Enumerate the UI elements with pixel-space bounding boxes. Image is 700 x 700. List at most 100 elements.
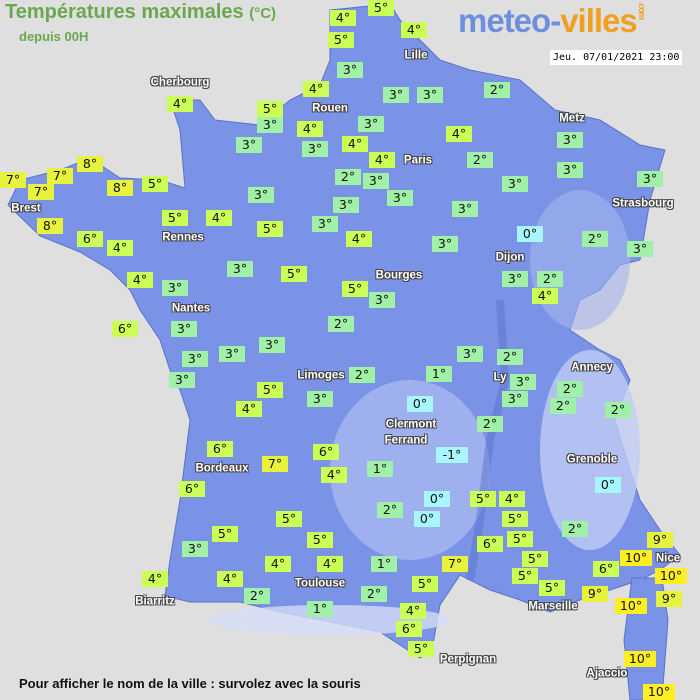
temperature-label[interactable]: 8° (107, 180, 133, 196)
temperature-label[interactable]: 5° (522, 551, 548, 567)
temperature-label[interactable]: 10° (643, 684, 675, 700)
temperature-label[interactable]: 0° (424, 491, 450, 507)
temperature-label[interactable]: 4° (401, 22, 427, 38)
temperature-label[interactable]: 3° (182, 541, 208, 557)
temperature-label[interactable]: 4° (330, 10, 356, 26)
temperature-label[interactable]: 3° (363, 173, 389, 189)
temperature-label[interactable]: 7° (442, 556, 468, 572)
temperature-label[interactable]: 3° (369, 292, 395, 308)
temperature-label[interactable]: 3° (182, 351, 208, 367)
temperature-label[interactable]: 2° (562, 521, 588, 537)
temperature-label[interactable]: 3° (502, 391, 528, 407)
temperature-label[interactable]: 4° (321, 467, 347, 483)
temperature-label[interactable]: 3° (432, 236, 458, 252)
temperature-label[interactable]: 3° (358, 116, 384, 132)
temperature-label[interactable]: 2° (477, 416, 503, 432)
temperature-label[interactable]: 3° (457, 346, 483, 362)
temperature-label[interactable]: 9° (656, 591, 682, 607)
temperature-label[interactable]: 6° (396, 621, 422, 637)
temperature-label[interactable]: 5° (539, 580, 565, 596)
temperature-label[interactable]: 4° (317, 556, 343, 572)
temperature-label[interactable]: 2° (582, 231, 608, 247)
temperature-label[interactable]: 2° (550, 398, 576, 414)
temperature-label[interactable]: 2° (361, 586, 387, 602)
temperature-label[interactable]: 3° (312, 216, 338, 232)
temperature-label[interactable]: 3° (417, 87, 443, 103)
temperature-label[interactable]: 5° (512, 568, 538, 584)
temperature-label[interactable]: 3° (259, 337, 285, 353)
temperature-label[interactable]: 4° (342, 136, 368, 152)
temperature-label[interactable]: 5° (368, 0, 394, 16)
temperature-label[interactable]: 4° (499, 491, 525, 507)
temperature-label[interactable]: 0° (595, 477, 621, 493)
temperature-label[interactable]: 3° (162, 280, 188, 296)
temperature-label[interactable]: 7° (47, 168, 73, 184)
temperature-label[interactable]: 3° (627, 241, 653, 257)
temperature-label[interactable]: 2° (605, 402, 631, 418)
temperature-label[interactable]: 4° (217, 571, 243, 587)
temperature-label[interactable]: 5° (257, 221, 283, 237)
temperature-label[interactable]: 6° (593, 561, 619, 577)
temperature-label[interactable]: 3° (307, 391, 333, 407)
temperature-label[interactable]: 3° (637, 171, 663, 187)
temperature-label[interactable]: 2° (328, 316, 354, 332)
temperature-label[interactable]: 3° (169, 372, 195, 388)
temperature-label[interactable]: 3° (383, 87, 409, 103)
temperature-label[interactable]: 5° (142, 176, 168, 192)
temperature-label[interactable]: 5° (257, 101, 283, 117)
temperature-label[interactable]: 3° (557, 162, 583, 178)
temperature-label[interactable]: 3° (302, 141, 328, 157)
temperature-label[interactable]: 4° (265, 556, 291, 572)
temperature-label[interactable]: 4° (127, 272, 153, 288)
temperature-label[interactable]: 3° (387, 190, 413, 206)
temperature-label[interactable]: 5° (162, 210, 188, 226)
temperature-label[interactable]: 8° (77, 156, 103, 172)
temperature-label[interactable]: 5° (342, 281, 368, 297)
temperature-label[interactable]: 5° (507, 531, 533, 547)
temperature-label[interactable]: 2° (467, 152, 493, 168)
temperature-label[interactable]: 6° (477, 536, 503, 552)
temperature-label[interactable]: 4° (446, 126, 472, 142)
temperature-label[interactable]: 4° (303, 81, 329, 97)
temperature-label[interactable]: 3° (557, 132, 583, 148)
temperature-label[interactable]: 3° (510, 374, 536, 390)
temperature-label[interactable]: 5° (276, 511, 302, 527)
temperature-label[interactable]: 10° (624, 651, 656, 667)
temperature-label[interactable]: 10° (615, 598, 647, 614)
temperature-label[interactable]: 3° (227, 261, 253, 277)
temperature-label[interactable]: 2° (537, 271, 563, 287)
temperature-label[interactable]: 1° (426, 366, 452, 382)
temperature-label[interactable]: 6° (313, 444, 339, 460)
temperature-label[interactable]: 3° (219, 346, 245, 362)
temperature-label[interactable]: 4° (167, 96, 193, 112)
temperature-label[interactable]: 2° (335, 169, 361, 185)
temperature-label[interactable]: -1° (436, 447, 468, 463)
temperature-label[interactable]: 3° (333, 197, 359, 213)
temperature-label[interactable]: 5° (257, 382, 283, 398)
temperature-label[interactable]: 5° (470, 491, 496, 507)
temperature-label[interactable]: 5° (412, 576, 438, 592)
temperature-label[interactable]: 4° (400, 603, 426, 619)
temperature-label[interactable]: 3° (502, 271, 528, 287)
temperature-label[interactable]: 3° (236, 137, 262, 153)
temperature-label[interactable]: 3° (452, 201, 478, 217)
temperature-label[interactable]: 7° (28, 184, 54, 200)
temperature-label[interactable]: 6° (207, 441, 233, 457)
temperature-label[interactable]: 3° (248, 187, 274, 203)
temperature-label[interactable]: 8° (37, 218, 63, 234)
temperature-label[interactable]: 0° (407, 396, 433, 412)
temperature-label[interactable]: 3° (502, 176, 528, 192)
temperature-label[interactable]: 2° (377, 502, 403, 518)
temperature-label[interactable]: 7° (262, 456, 288, 472)
temperature-label[interactable]: 5° (502, 511, 528, 527)
temperature-label[interactable]: 4° (142, 571, 168, 587)
temperature-label[interactable]: 6° (112, 321, 138, 337)
temperature-label[interactable]: 4° (236, 401, 262, 417)
temperature-label[interactable]: 0° (517, 226, 543, 242)
temperature-label[interactable]: 0° (414, 511, 440, 527)
temperature-label[interactable]: 6° (77, 231, 103, 247)
temperature-label[interactable]: 5° (307, 532, 333, 548)
temperature-label[interactable]: 1° (371, 556, 397, 572)
temperature-label[interactable]: 5° (281, 266, 307, 282)
temperature-label[interactable]: 5° (328, 32, 354, 48)
